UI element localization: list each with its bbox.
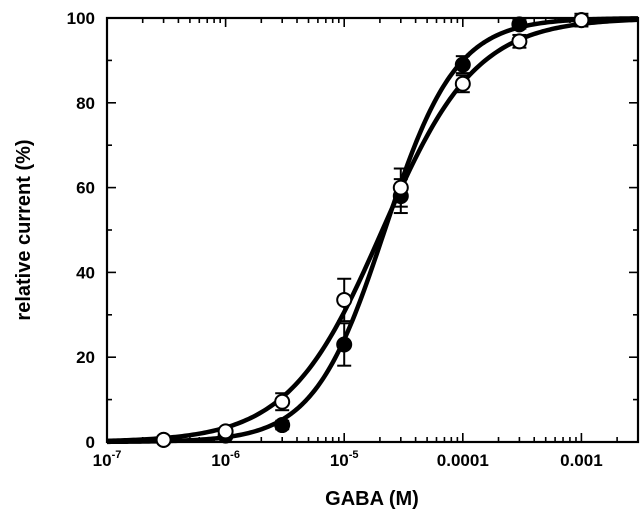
- fit-curve-filled-circle: [106, 16, 639, 445]
- y-tick-label: 100: [67, 9, 95, 28]
- x-tick-label-base: 0.0001: [437, 451, 489, 470]
- x-tick-label-base: 10: [93, 451, 112, 470]
- data-point-open: [511, 33, 528, 50]
- error-bars: [275, 12, 589, 431]
- x-tick-label: 0.0001: [437, 451, 489, 470]
- data-points: [155, 12, 590, 448]
- y-tick-label: 40: [76, 263, 95, 282]
- x-axis-label: GABA (M): [325, 488, 419, 510]
- y-tick-label: 80: [76, 94, 95, 113]
- x-tick-label-exponent: -5: [349, 449, 359, 461]
- y-tick-label: 20: [76, 348, 95, 367]
- data-point-filled: [274, 417, 291, 434]
- data-point-open: [573, 12, 590, 29]
- y-axis-ticks: 0 20 40 60 80 100: [67, 9, 638, 452]
- fit-curves: [106, 16, 639, 445]
- data-point-open: [392, 179, 409, 196]
- x-tick-label-exponent: -6: [230, 449, 240, 461]
- x-tick-label: 10-6: [211, 449, 240, 470]
- data-point-open: [454, 75, 471, 92]
- data-point-open: [274, 393, 291, 410]
- data-point-open: [155, 431, 172, 448]
- x-tick-label: 10-7: [93, 449, 122, 470]
- y-axis-label: relative current (%): [13, 139, 35, 320]
- data-point-filled: [336, 336, 353, 353]
- data-point-open: [336, 291, 353, 308]
- x-tick-label-base: 0.001: [560, 451, 603, 470]
- y-tick-label: 0: [86, 433, 95, 452]
- y-tick-label: 60: [76, 179, 95, 198]
- x-tick-label-base: 10: [330, 451, 349, 470]
- x-axis-ticks: 10-7 10-6 10-5 0.0001 0.001: [93, 18, 639, 470]
- x-tick-label-base: 10: [211, 451, 230, 470]
- x-tick-label-exponent: -7: [112, 449, 122, 461]
- data-point-filled: [511, 16, 528, 33]
- plot-frame: [105, 16, 640, 444]
- x-tick-label: 10-5: [330, 449, 359, 470]
- data-point-open: [217, 423, 234, 440]
- data-point-filled: [454, 56, 471, 73]
- fit-curve-open-circle: [106, 17, 639, 444]
- x-tick-label: 0.001: [560, 451, 603, 470]
